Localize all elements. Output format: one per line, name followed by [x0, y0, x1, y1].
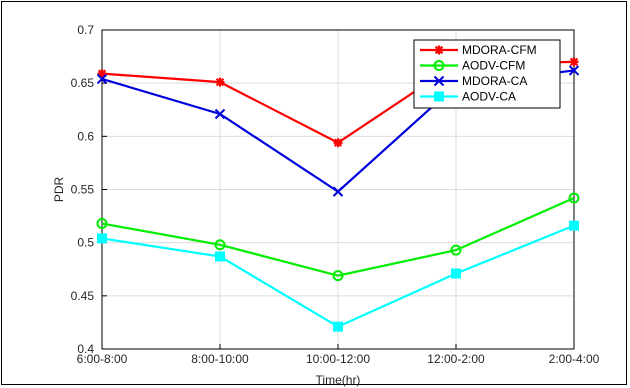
legend-entry-aodv-cfm: AODV-CFM [420, 59, 525, 73]
legend-label: AODV-CFM [462, 59, 525, 73]
x-tick-label: 6:00-8:00 [77, 352, 128, 366]
data-point-mdora-ca [96, 73, 108, 85]
x-tick-label: 12:00-2:00 [427, 352, 485, 366]
legend-label: MDORA-CA [462, 74, 527, 88]
data-point-aodv-ca [333, 321, 343, 332]
x-axis-label: Time(hr) [316, 373, 361, 387]
legend-marker [433, 60, 445, 71]
legend-entry-mdora-cfm: MDORA-CFM [420, 43, 537, 57]
y-tick-label: 0.7 [77, 23, 94, 37]
legend-entry-mdora-ca: MDORA-CA [420, 74, 527, 88]
series-line-aodv-cfm [101, 197, 575, 277]
y-tick-label: 0.65 [71, 76, 95, 90]
data-point-mdora-cfm [569, 57, 579, 67]
y-axis: 0.4 0.45 0.5 0.55 0.6 0.65 0.7 [71, 23, 107, 356]
data-point-aodv-cfm [332, 270, 344, 282]
data-point-mdora-ca [568, 65, 580, 76]
data-point-mdora-cfm [215, 77, 225, 87]
x-axis: 6:00-8:00 8:00-10:00 10:00-12:00 12:00-2:00… [77, 344, 600, 366]
legend-marker [433, 75, 445, 87]
legend-entry-aodv-ca: AODV-CA [420, 90, 516, 104]
data-point-aodv-cfm [568, 192, 580, 204]
y-tick-label: 0.55 [71, 183, 95, 197]
x-tick-label: 8:00-10:00 [191, 352, 249, 366]
legend-marker [434, 91, 444, 102]
data-point-mdora-ca [332, 186, 344, 197]
x-tick-label: 2:00-4:00 [549, 352, 600, 366]
series-aodv-cfm [96, 192, 580, 282]
data-point-aodv-cfm [214, 239, 226, 251]
data-point-mdora-ca [214, 108, 226, 120]
legend-label: AODV-CA [462, 90, 516, 104]
data-point-aodv-ca [451, 268, 461, 279]
y-axis-label: PDR [52, 177, 66, 203]
data-point-aodv-cfm [96, 218, 108, 230]
y-tick-label: 0.5 [77, 236, 94, 250]
data-point-aodv-ca [97, 233, 107, 244]
y-tick-label: 0.4 [77, 342, 94, 356]
data-point-mdora-cfm [333, 138, 343, 148]
y-tick-label: 0.45 [71, 289, 95, 303]
data-point-mdora-cfm [97, 69, 107, 79]
x-tick-label: 10:00-12:00 [306, 352, 370, 366]
data-point-aodv-ca [569, 220, 579, 231]
legend-marker [434, 45, 444, 55]
data-point-aodv-ca [215, 251, 225, 262]
data-point-aodv-cfm [450, 244, 462, 256]
series-aodv-ca [97, 220, 579, 332]
legend-label: MDORA-CFM [462, 43, 537, 57]
y-tick-label: 0.6 [77, 129, 94, 143]
